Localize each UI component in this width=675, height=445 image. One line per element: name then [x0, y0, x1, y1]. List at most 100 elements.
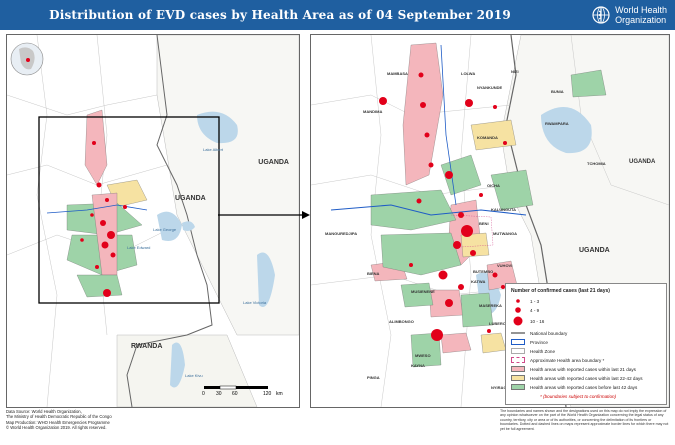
legend-row-approx: Approximate Health area boundary *	[511, 357, 604, 363]
detail-label-butembo: BUTEMBO	[473, 269, 494, 274]
detail-label-katwa: KATWA	[471, 279, 486, 284]
legend-row-22-42: Health areas with reported cases within …	[511, 375, 643, 381]
legend-row-4-9: 4 - 9	[511, 306, 539, 314]
health-zone-swatch	[511, 348, 525, 354]
who-name-line1: World Health	[615, 5, 667, 15]
detail-areas-before42	[370, 69, 607, 368]
label-lake-albert: Lake Albert	[203, 147, 224, 152]
overview-case-dots	[80, 141, 127, 297]
detail-label-tchomia: TCHOMIA	[587, 161, 606, 166]
legend-row-before42: Health areas with reported cases before …	[511, 384, 637, 390]
detail-label-beni: BENI	[479, 221, 489, 226]
who-name-line2: Organization	[615, 15, 667, 25]
legend-province-label: Province	[530, 339, 548, 345]
legend-row-last21: Health areas with reported cases within …	[511, 366, 636, 372]
scale-t1: 30	[216, 391, 222, 397]
footer-map-production: Map Production: WHO Health Emergencies P…	[6, 419, 110, 425]
detail-label-uganda-s: UGANDA	[579, 247, 610, 254]
detail-label-musienene: MUSIENENE	[411, 289, 435, 294]
detail-label-lolwa: LOLWA	[461, 71, 476, 76]
scale-unit: km	[276, 391, 283, 397]
legend-approx-label: Approximate Health area boundary *	[530, 357, 605, 363]
label-lake-victoria: Lake Victoria	[243, 300, 267, 305]
legend-title: Number of confirmed cases (last 21 days)	[511, 288, 610, 294]
legend-c2-label: 4 - 9	[530, 307, 540, 313]
label-rwanda: RWANDA	[131, 343, 163, 350]
detail-label-mambasa: MAMBASA	[387, 71, 408, 76]
overview-map-canvas	[7, 35, 299, 407]
overview-map[interactable]: UGANDA UGANDA RWANDA Lake Albert Lake Ed…	[6, 34, 300, 408]
legend-health-zone-label: Health Zone	[530, 348, 556, 354]
lake-george	[182, 221, 195, 231]
dot-large-icon	[513, 316, 523, 326]
scale-t3: 120	[263, 391, 272, 397]
who-logo: World Health Organization	[591, 5, 667, 25]
who-emblem-icon	[592, 6, 610, 24]
footer-credits: Data Source: World Health Organization, …	[6, 409, 306, 431]
detail-label-alimbongo: ALIMBONGO	[389, 319, 414, 324]
overview-affected-areas	[66, 109, 148, 298]
inset-arrow	[218, 211, 310, 219]
label-uganda-center: UGANDA	[175, 195, 206, 202]
detail-label-komanda: KOMANDA	[477, 135, 498, 140]
detail-province-line-2	[440, 44, 457, 206]
footer-data-source: Data Source: World Health Organization,	[6, 409, 82, 414]
legend-row-1-3: 1 - 3	[511, 297, 539, 305]
map-legend: Number of confirmed cases (last 21 days)…	[505, 283, 667, 405]
detail-case-dots	[379, 72, 507, 341]
detail-label-nizi: NIZI	[511, 69, 519, 74]
dot-small-icon	[516, 299, 520, 303]
last21-swatch	[511, 366, 525, 372]
lake-victoria	[257, 252, 275, 307]
province-swatch	[511, 339, 525, 345]
detail-label-uganda-n: UGANDA	[629, 159, 656, 165]
detail-label-nyankunde: NYANKUNDE	[477, 85, 503, 90]
detail-label-mutwanga: MUTWANGA	[493, 231, 517, 236]
detail-label-oicha: OICHA	[487, 183, 500, 188]
legend-22-42-label: Health areas with reported cases within …	[530, 375, 643, 381]
legend-c3-label: 10 - 16	[530, 318, 545, 324]
approx-boundary	[450, 214, 494, 248]
detail-label-mangurejipa: MANGUREDJIPA	[325, 231, 358, 236]
footer-disclaimer: The boundaries and names shown and the d…	[500, 409, 669, 431]
national-boundary-icon	[511, 332, 525, 334]
detail-label-kalunguta: KALUNGUTA	[491, 207, 517, 212]
label-lake-kivu: Lake Kivu	[185, 373, 203, 378]
national-boundary-line	[126, 35, 213, 407]
legend-note: * (boundaries subject to confirmation)	[540, 394, 617, 399]
detail-label-kayna: KAYNA	[411, 363, 425, 368]
dot-medium-icon	[515, 307, 521, 313]
detail-province-line	[330, 204, 527, 216]
inset-extent-frame	[38, 116, 220, 304]
scale-t0: 0	[202, 391, 205, 397]
detail-label-masereka: MASEREKA	[479, 303, 502, 308]
d22-42-swatch	[511, 375, 525, 381]
legend-row-province: Province	[511, 339, 548, 345]
label-lake-george: Lake George	[153, 227, 177, 232]
lake-kivu	[170, 342, 185, 388]
lake-edward	[157, 211, 182, 241]
title-bar: Distribution of EVD cases by Health Area…	[0, 0, 675, 30]
detail-label-bunia: BUNIA	[551, 89, 564, 94]
before42-swatch	[511, 384, 525, 390]
scale-bar-graphic	[204, 385, 268, 390]
uganda-region	[156, 35, 299, 336]
drc-locator-dot	[26, 58, 30, 62]
scale-bar: 0 30 60 120 km	[200, 384, 294, 407]
detail-label-mweso: MWESO	[415, 353, 431, 358]
detail-label-mandima: MANDIMA	[363, 109, 383, 114]
lake-albert	[197, 111, 238, 144]
detail-label-vuhovi: VUHOVI	[497, 263, 513, 268]
map-title: Distribution of EVD cases by Health Area…	[49, 8, 511, 22]
label-lake-edward: Lake Edward	[127, 245, 151, 250]
scale-t2: 60	[232, 391, 238, 397]
legend-row-national: National boundary	[511, 330, 567, 336]
label-uganda-ne: UGANDA	[258, 159, 289, 166]
legend-last21-label: Health areas with reported cases within …	[530, 366, 636, 372]
province-line	[46, 204, 148, 214]
detail-label-rwampara: RWAMPARA	[545, 121, 569, 126]
detail-label-biena: BIENA	[367, 271, 380, 276]
legend-c1-label: 1 - 3	[530, 298, 540, 304]
legend-row-health-zone: Health Zone	[511, 348, 555, 354]
detail-label-pinga: PINGA	[367, 375, 380, 380]
